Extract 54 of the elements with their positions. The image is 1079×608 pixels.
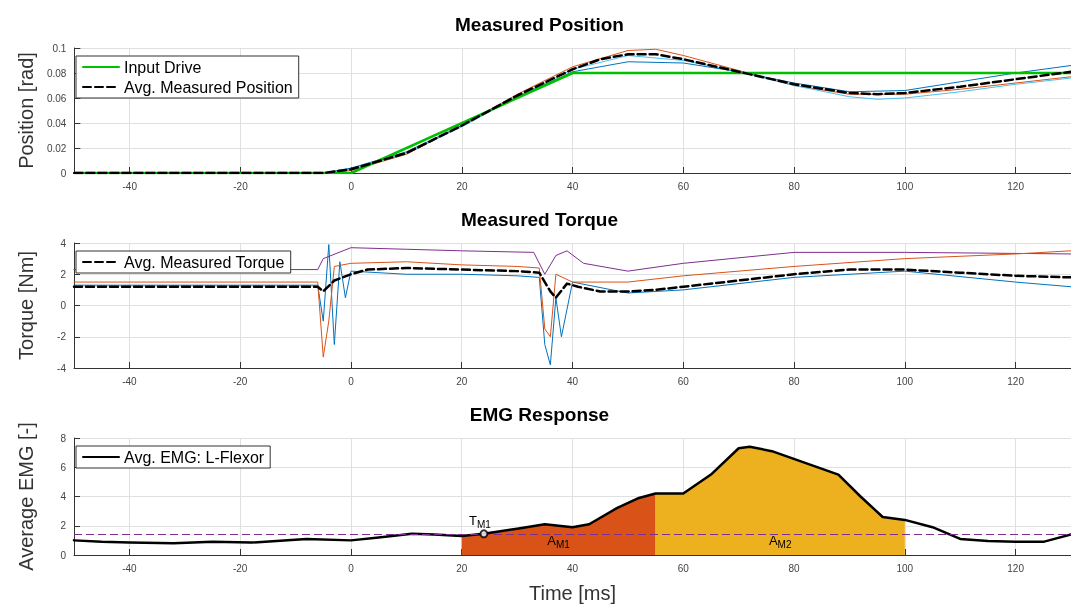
x-tick-label: 20 [456,375,468,387]
y-tick-label: 0.02 [46,142,67,154]
x-tick-label: 120 [1007,375,1025,387]
y-axis-title: Position [rad] [15,52,37,169]
x-tick-label: -20 [232,562,248,574]
x-tick-label: -40 [122,375,138,387]
x-tick-label: -40 [122,562,138,574]
x-tick-label: 0 [348,375,355,387]
x-tick-label: 20 [456,562,468,574]
chart-title: Measured Torque [461,209,618,230]
x-tick-label: 60 [677,375,690,387]
y-axis-title: Average EMG [-] [15,422,37,571]
x-tick-label: 120 [1007,180,1025,192]
y-tick-label: 0.06 [46,92,67,104]
y-tick-label: 0 [60,549,67,561]
y-tick-label: 6 [60,461,67,473]
y-tick-label: 4 [60,237,67,249]
legend-label: Input Drive [124,58,202,76]
x-tick-label: -20 [232,375,248,387]
x-tick-label: -40 [122,180,138,192]
x-axis-title: Time [ms] [528,582,617,604]
x-tick-label: 40 [566,562,579,574]
y-tick-label: 2 [60,268,67,280]
x-tick-label: 60 [677,562,690,574]
x-tick-label: 100 [896,562,914,574]
x-tick-label: 80 [788,375,801,387]
y-tick-label: -2 [57,331,67,343]
x-tick-label: 0 [348,562,355,574]
x-tick-label: 60 [677,180,690,192]
chart-title: Measured Position [455,14,624,35]
y-tick-label: 0 [60,167,67,179]
y-tick-label: 0.1 [52,42,67,54]
y-tick-label: 4 [60,491,67,502]
y-axis-title: Torque [Nm] [15,251,37,360]
y-tick-label: 8 [60,432,67,444]
x-tick-label: 80 [788,180,801,192]
x-tick-label: 0 [348,180,355,192]
chart-title: EMG Response [469,404,610,425]
y-tick-label: 0 [60,300,67,311]
legend-label: Avg. Measured Position [124,78,293,96]
y-tick-label: 2 [60,520,67,532]
x-tick-label: 40 [566,375,579,387]
x-tick-label: 120 [1007,562,1025,574]
y-tick-label: 0.04 [46,117,67,129]
y-tick-label: 0.08 [46,67,67,79]
x-tick-label: -20 [233,180,249,192]
legend-label: Avg. Measured Torque [124,253,285,271]
y-tick-label: -4 [57,362,67,374]
x-tick-label: 80 [788,562,801,574]
x-tick-label: 20 [456,180,468,192]
x-tick-label: 100 [896,375,914,387]
legend-label: Avg. EMG: L-Flexor [124,448,265,466]
x-tick-label: 100 [896,180,914,192]
x-tick-label: 40 [567,180,579,192]
